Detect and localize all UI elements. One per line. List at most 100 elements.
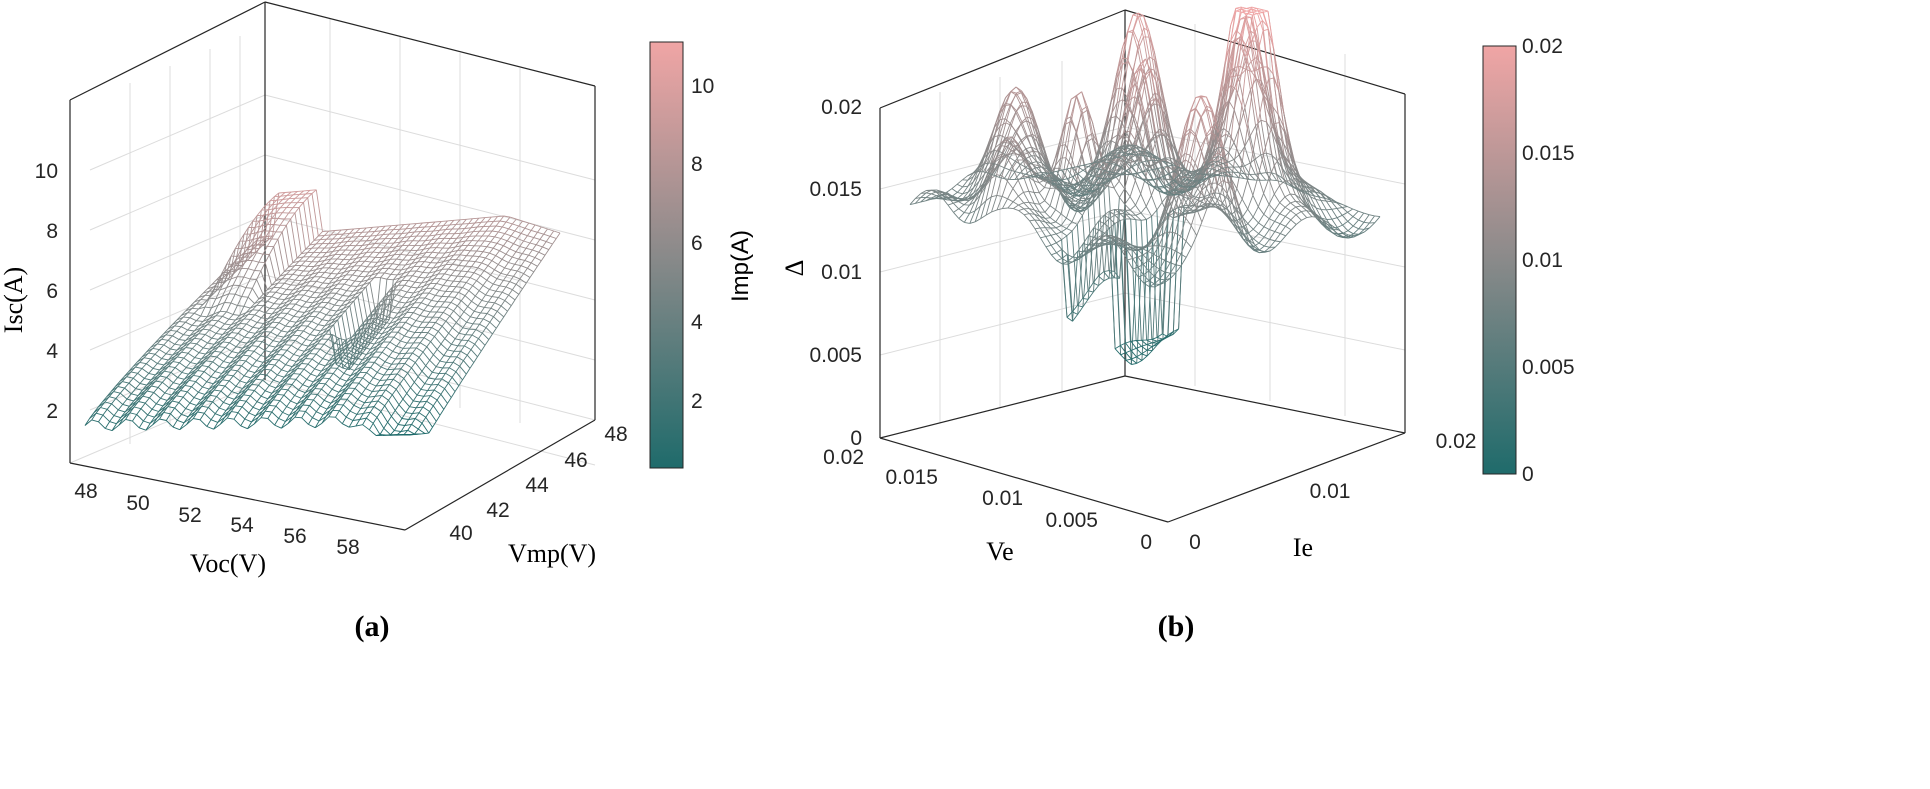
surface-mesh-line xyxy=(435,242,441,248)
surface-mesh-line xyxy=(307,261,313,267)
surface-mesh-line xyxy=(453,250,459,256)
surface-mesh-line xyxy=(456,236,464,239)
surface-mesh-line xyxy=(207,337,213,344)
surface-mesh-line xyxy=(275,400,281,407)
surface-mesh-line xyxy=(376,411,382,418)
surface-mesh-line xyxy=(1148,37,1155,70)
surface-mesh-line xyxy=(146,363,154,369)
surface-mesh-line xyxy=(1277,114,1285,127)
surface-mesh-line xyxy=(999,118,1006,121)
surface-mesh-line xyxy=(1065,120,1072,125)
surface-mesh-line xyxy=(1179,135,1186,150)
surface-mesh-line xyxy=(277,393,284,396)
surface-mesh-line xyxy=(1065,99,1072,120)
surface-mesh-line xyxy=(1261,20,1269,67)
surface-mesh-line xyxy=(297,349,305,352)
surface-mesh-line xyxy=(430,221,436,227)
surface-mesh-line xyxy=(422,316,427,323)
surface-mesh-line xyxy=(439,225,444,231)
a-colorbar-tick: 4 xyxy=(691,311,703,334)
surface-mesh-line xyxy=(436,282,444,286)
surface-mesh-line xyxy=(360,265,368,268)
surface-mesh-line xyxy=(459,365,467,375)
surface-mesh-line xyxy=(278,192,286,194)
surface-mesh-line xyxy=(1132,12,1139,31)
surface-mesh-line xyxy=(324,283,330,289)
surface-mesh-line xyxy=(370,396,376,403)
surface-mesh-line xyxy=(1087,132,1093,137)
surface-mesh-line xyxy=(288,262,294,268)
surface-mesh-line xyxy=(356,408,362,415)
a-x-tick: 54 xyxy=(230,514,254,537)
surface-mesh-line xyxy=(426,346,434,356)
surface-mesh-line xyxy=(399,273,405,279)
surface-mesh-line xyxy=(220,328,227,331)
surface-mesh-line xyxy=(265,237,272,240)
surface-mesh-line xyxy=(378,389,386,392)
surface-mesh-line xyxy=(467,271,475,274)
surface-mesh-line xyxy=(380,308,386,315)
surface-mesh-line xyxy=(465,277,471,283)
surface-mesh-line xyxy=(432,283,438,289)
surface-mesh-line xyxy=(267,313,273,320)
surface-mesh-line xyxy=(371,272,379,276)
surface-mesh-line xyxy=(450,302,458,307)
surface-mesh-line xyxy=(244,345,252,351)
surface-mesh-line xyxy=(502,291,509,296)
surface-mesh-line xyxy=(411,258,416,264)
surface-mesh-line xyxy=(1200,116,1208,135)
surface-mesh-line xyxy=(190,411,198,419)
surface-mesh-line xyxy=(393,313,399,319)
surface-mesh-line xyxy=(401,412,407,419)
surface-mesh-line xyxy=(310,343,318,349)
surface-mesh-line xyxy=(291,190,298,193)
surface-mesh-line xyxy=(466,218,473,220)
surface-mesh-line xyxy=(368,325,375,330)
surface-mesh-line xyxy=(363,318,371,323)
surface-mesh-line xyxy=(317,319,323,325)
surface-mesh-line xyxy=(119,376,127,382)
surface-mesh-line xyxy=(508,262,515,265)
surface-mesh-line xyxy=(412,347,417,354)
surface-mesh-line xyxy=(296,280,302,286)
surface-mesh-line xyxy=(131,401,139,408)
surface-mesh-line xyxy=(402,291,408,298)
surface-mesh-line xyxy=(381,351,390,357)
surface-mesh-line xyxy=(443,259,450,263)
surface-mesh-line xyxy=(1249,89,1257,126)
surface-mesh-line xyxy=(339,272,345,278)
surface-mesh-line xyxy=(248,331,256,334)
surface-mesh-line xyxy=(429,270,436,274)
surface-mesh-line xyxy=(227,391,233,398)
surface-mesh-line xyxy=(229,359,237,364)
surface-mesh-line xyxy=(552,238,557,245)
surface-mesh-line xyxy=(257,368,265,375)
surface-mesh-line xyxy=(258,346,266,351)
surface-mesh-line xyxy=(1278,91,1285,132)
surface-mesh-line xyxy=(278,202,285,205)
surface-mesh-line xyxy=(166,377,174,384)
surface-mesh-line xyxy=(333,351,341,356)
surface-mesh-line xyxy=(311,269,317,275)
surface-mesh-line xyxy=(177,356,184,359)
surface-mesh-line xyxy=(243,394,251,397)
surface-mesh-line xyxy=(168,365,176,369)
surface-mesh-line xyxy=(1000,122,1007,144)
surface-mesh-line xyxy=(226,278,232,288)
surface-mesh-line xyxy=(246,339,254,344)
surface-mesh-line xyxy=(162,400,170,407)
surface-mesh-line xyxy=(207,313,214,318)
surface-mesh-line xyxy=(178,402,186,409)
surface-mesh-line xyxy=(510,264,516,270)
surface-mesh-line xyxy=(381,328,387,335)
surface-mesh-line xyxy=(113,391,121,394)
surface-mesh-line xyxy=(418,351,424,358)
surface-mesh-line xyxy=(1004,118,1011,124)
surface-mesh-line xyxy=(409,406,417,409)
surface-mesh-line xyxy=(383,292,389,298)
surface-mesh-line xyxy=(265,410,272,413)
surface-mesh-line xyxy=(395,245,403,248)
surface-mesh-line xyxy=(312,297,318,304)
surface-mesh-line xyxy=(319,297,326,301)
surface-mesh-line xyxy=(284,269,291,273)
